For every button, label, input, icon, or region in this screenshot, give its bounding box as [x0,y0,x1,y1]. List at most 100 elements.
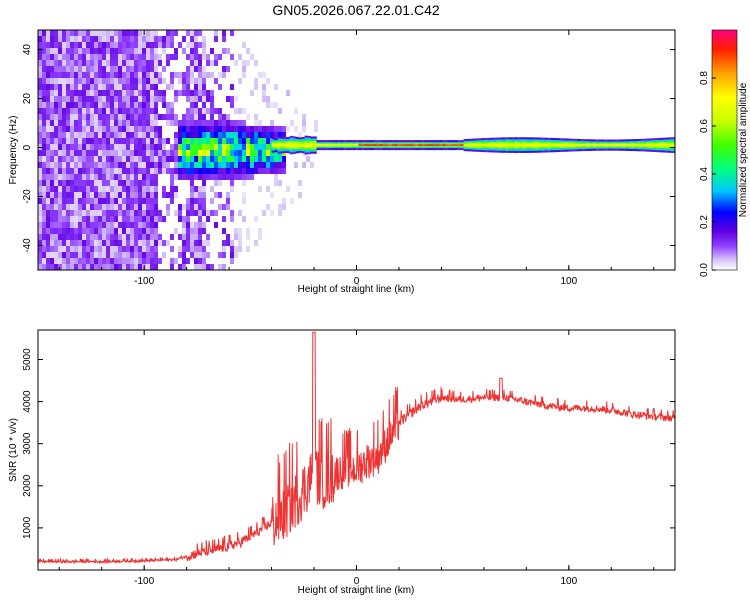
spectrogram-cell [114,102,118,108]
spectrogram-cell [66,234,70,240]
spectrogram-cell [154,192,158,198]
spectrogram-cell [138,204,142,210]
spectrogram-cell [146,90,150,96]
spectrogram-cell [246,114,250,120]
spectrogram-cell [58,168,62,174]
spectrogram-cell [166,192,170,198]
spectrogram-line-segment [352,144,356,147]
spectrogram-cell [254,120,258,126]
spectrogram-cell [154,210,158,216]
spectrogram-cell [262,210,266,216]
spectrogram-cell [214,222,218,228]
spectrogram-cell [114,162,118,168]
spectrogram-cell [102,48,106,54]
spectrogram-cell [118,168,122,174]
spectrogram-cell [126,186,130,192]
spectrogram-line-segment [373,144,377,147]
spectrogram-cell [242,156,246,162]
spectrogram-cell [186,66,190,72]
spectrogram-cell [114,168,118,174]
spectrogram-cell [102,138,106,144]
spectrogram-cell [242,60,246,66]
spectrogram-cell [146,126,150,132]
spectrogram-cell [98,144,102,150]
spectrogram-cell [150,198,154,204]
spectrogram-cell [70,192,74,198]
spectrogram-cell [66,192,70,198]
spectrogram-cell [214,144,218,150]
spectrogram-cell [230,162,234,168]
spectrogram-cell [126,42,130,48]
spectrogram-cell [126,234,130,240]
spectrogram-cell [170,42,174,48]
spectrogram-cell [182,132,186,138]
spectrogram-cell [50,252,54,258]
spectrogram-cell [138,102,142,108]
spectrogram-cell [78,96,82,102]
spectrogram-cell [130,156,134,162]
spectrogram-cell [118,228,122,234]
spectrogram-cell [158,156,162,162]
spectrogram-cell [170,108,174,114]
spectrogram-cell [158,36,162,42]
spectrogram-cell [94,210,98,216]
spectrogram-cell [90,246,94,252]
spectrogram-cell [98,192,102,198]
spectrogram-cell [70,60,74,66]
spectrogram-cell [146,96,150,102]
spectrogram-cell [110,60,114,66]
spectrogram-cell [94,222,98,228]
spectrogram-cell [198,114,202,120]
spectrogram-cell [94,186,98,192]
spectrogram-cell [174,186,178,192]
spectrogram-cell [106,198,110,204]
spectrogram-cell [118,96,122,102]
spectrogram-cell [78,84,82,90]
spectrogram-cell [274,84,278,90]
spectrogram-cell [138,120,142,126]
spectrogram-cell [102,150,106,156]
spectrogram-cell [142,216,146,222]
spectrogram-cell [86,84,90,90]
spectrogram-cell [198,54,202,60]
spectrogram-line-segment [331,144,335,147]
spectrogram-x-label: Height of straight line (km) [298,284,415,295]
spectrogram-cell [46,204,50,210]
spectrogram-cell [186,114,190,120]
spectrogram-cell [174,192,178,198]
spectrogram-cell [106,192,110,198]
spectrogram-cell [150,264,154,270]
spectrogram-cell [202,210,206,216]
spectrogram-cell [150,36,154,42]
spectrogram-line-segment [631,143,635,147]
spectrogram-cell [270,156,274,162]
spectrogram-cell [126,222,130,228]
spectrogram-line-segment [325,144,329,147]
spectrogram-cell [174,54,178,60]
spectrogram-cell [46,264,50,270]
spectrogram-cell [194,138,198,144]
spectrogram-cell [46,126,50,132]
spectrogram-cell [70,126,74,132]
spectrogram-cell [86,234,90,240]
spectrogram-cell [182,90,186,96]
spectrogram-cell [130,78,134,84]
spectrogram-cell [230,144,234,150]
spectrogram-cell [150,246,154,252]
spectrogram-cell [158,96,162,102]
spectrogram-cell [278,162,282,168]
spectrogram-cell [54,108,58,114]
spectrogram-cell [222,144,226,150]
snr-y-label: SNR (10 * v/v) [8,418,19,482]
spectrogram-cell [66,156,70,162]
spectrogram-cell [74,54,78,60]
spectrogram-cell [134,246,138,252]
spectrogram-cell [98,186,102,192]
spectrogram-cell [154,66,158,72]
colorbar-label: Normalized spectral amplitude [738,82,749,217]
spectrogram-cell [98,210,102,216]
spectrogram-cell [46,252,50,258]
spectrogram-cell [106,72,110,78]
spectrogram-cell [62,258,66,264]
